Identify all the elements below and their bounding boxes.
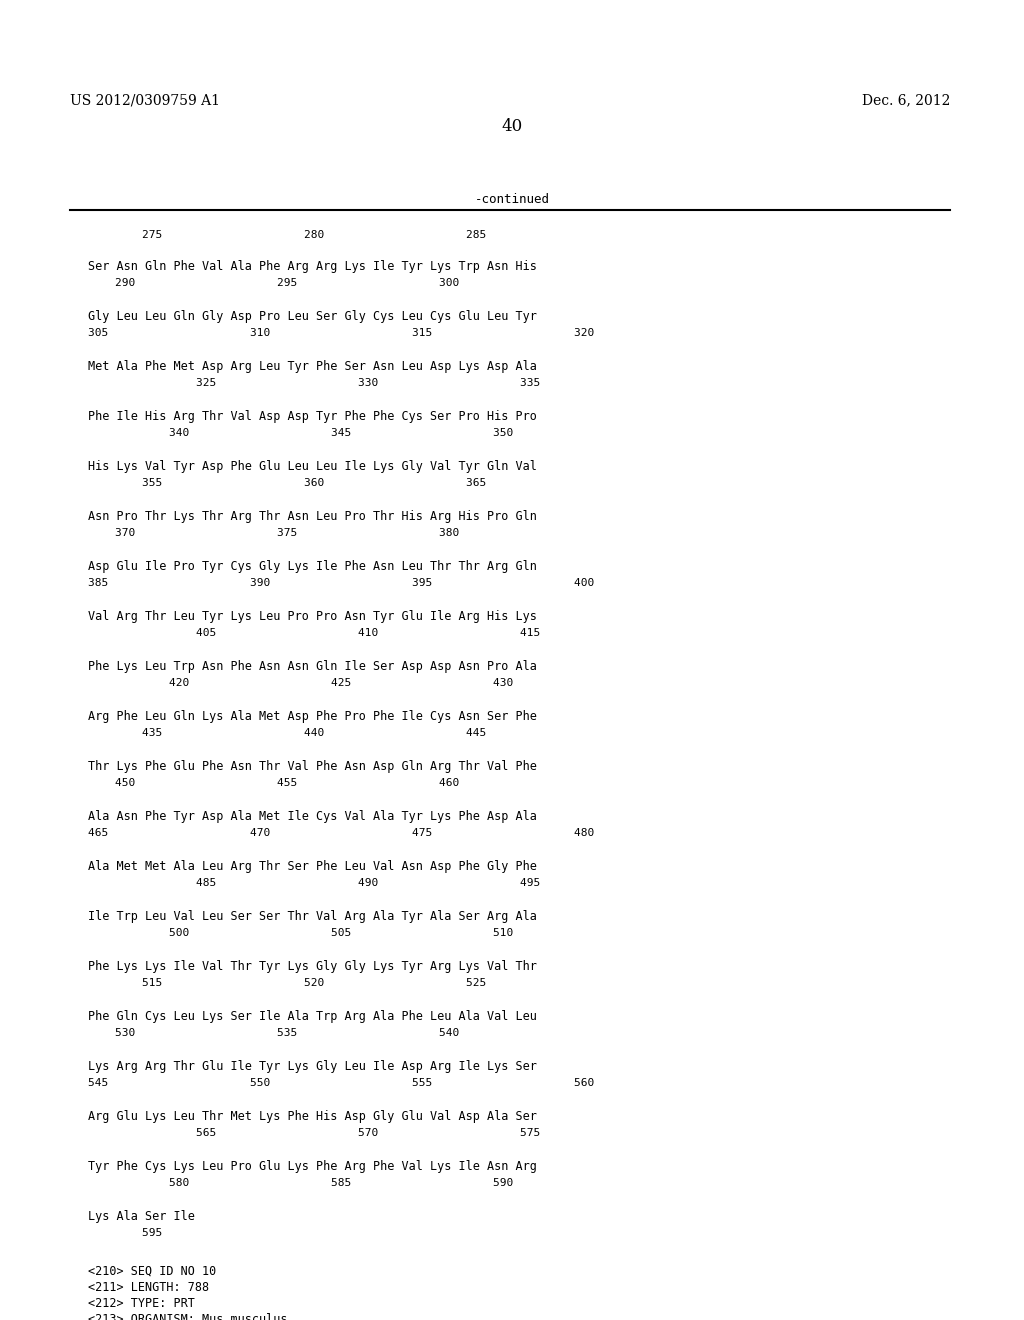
Text: Ile Trp Leu Val Leu Ser Ser Thr Val Arg Ala Tyr Ala Ser Arg Ala: Ile Trp Leu Val Leu Ser Ser Thr Val Arg … — [88, 909, 537, 923]
Text: Phe Gln Cys Leu Lys Ser Ile Ala Trp Arg Ala Phe Leu Ala Val Leu: Phe Gln Cys Leu Lys Ser Ile Ala Trp Arg … — [88, 1010, 537, 1023]
Text: 325                     330                     335: 325 330 335 — [88, 378, 541, 388]
Text: 355                     360                     365: 355 360 365 — [88, 478, 486, 488]
Text: 595: 595 — [88, 1228, 162, 1238]
Text: <213> ORGANISM: Mus musculus: <213> ORGANISM: Mus musculus — [88, 1313, 288, 1320]
Text: Phe Ile His Arg Thr Val Asp Asp Tyr Phe Phe Cys Ser Pro His Pro: Phe Ile His Arg Thr Val Asp Asp Tyr Phe … — [88, 411, 537, 422]
Text: Arg Phe Leu Gln Lys Ala Met Asp Phe Pro Phe Ile Cys Asn Ser Phe: Arg Phe Leu Gln Lys Ala Met Asp Phe Pro … — [88, 710, 537, 723]
Text: 530                     535                     540: 530 535 540 — [88, 1028, 459, 1038]
Text: 275                     280                     285: 275 280 285 — [88, 230, 486, 240]
Text: 420                     425                     430: 420 425 430 — [88, 678, 513, 688]
Text: Tyr Phe Cys Lys Leu Pro Glu Lys Phe Arg Phe Val Lys Ile Asn Arg: Tyr Phe Cys Lys Leu Pro Glu Lys Phe Arg … — [88, 1160, 537, 1173]
Text: 305                     310                     315                     320: 305 310 315 320 — [88, 327, 594, 338]
Text: Lys Ala Ser Ile: Lys Ala Ser Ile — [88, 1210, 195, 1224]
Text: 485                     490                     495: 485 490 495 — [88, 878, 541, 888]
Text: 385                     390                     395                     400: 385 390 395 400 — [88, 578, 594, 587]
Text: 545                     550                     555                     560: 545 550 555 560 — [88, 1078, 594, 1088]
Text: His Lys Val Tyr Asp Phe Glu Leu Leu Ile Lys Gly Val Tyr Gln Val: His Lys Val Tyr Asp Phe Glu Leu Leu Ile … — [88, 459, 537, 473]
Text: 435                     440                     445: 435 440 445 — [88, 729, 486, 738]
Text: 450                     455                     460: 450 455 460 — [88, 777, 459, 788]
Text: Met Ala Phe Met Asp Arg Leu Tyr Phe Ser Asn Leu Asp Lys Asp Ala: Met Ala Phe Met Asp Arg Leu Tyr Phe Ser … — [88, 360, 537, 374]
Text: 565                     570                     575: 565 570 575 — [88, 1129, 541, 1138]
Text: Thr Lys Phe Glu Phe Asn Thr Val Phe Asn Asp Gln Arg Thr Val Phe: Thr Lys Phe Glu Phe Asn Thr Val Phe Asn … — [88, 760, 537, 774]
Text: Lys Arg Arg Thr Glu Ile Tyr Lys Gly Leu Ile Asp Arg Ile Lys Ser: Lys Arg Arg Thr Glu Ile Tyr Lys Gly Leu … — [88, 1060, 537, 1073]
Text: Ala Asn Phe Tyr Asp Ala Met Ile Cys Val Ala Tyr Lys Phe Asp Ala: Ala Asn Phe Tyr Asp Ala Met Ile Cys Val … — [88, 810, 537, 822]
Text: Ala Met Met Ala Leu Arg Thr Ser Phe Leu Val Asn Asp Phe Gly Phe: Ala Met Met Ala Leu Arg Thr Ser Phe Leu … — [88, 861, 537, 873]
Text: 465                     470                     475                     480: 465 470 475 480 — [88, 828, 594, 838]
Text: 580                     585                     590: 580 585 590 — [88, 1177, 513, 1188]
Text: <210> SEQ ID NO 10: <210> SEQ ID NO 10 — [88, 1265, 216, 1278]
Text: 405                     410                     415: 405 410 415 — [88, 628, 541, 638]
Text: Arg Glu Lys Leu Thr Met Lys Phe His Asp Gly Glu Val Asp Ala Ser: Arg Glu Lys Leu Thr Met Lys Phe His Asp … — [88, 1110, 537, 1123]
Text: 290                     295                     300: 290 295 300 — [88, 279, 459, 288]
Text: <212> TYPE: PRT: <212> TYPE: PRT — [88, 1298, 195, 1309]
Text: 40: 40 — [502, 117, 522, 135]
Text: -continued: -continued — [474, 193, 550, 206]
Text: 500                     505                     510: 500 505 510 — [88, 928, 513, 939]
Text: 370                     375                     380: 370 375 380 — [88, 528, 459, 539]
Text: Val Arg Thr Leu Tyr Lys Leu Pro Pro Asn Tyr Glu Ile Arg His Lys: Val Arg Thr Leu Tyr Lys Leu Pro Pro Asn … — [88, 610, 537, 623]
Text: 515                     520                     525: 515 520 525 — [88, 978, 486, 987]
Text: <211> LENGTH: 788: <211> LENGTH: 788 — [88, 1280, 209, 1294]
Text: Phe Lys Leu Trp Asn Phe Asn Asn Gln Ile Ser Asp Asp Asn Pro Ala: Phe Lys Leu Trp Asn Phe Asn Asn Gln Ile … — [88, 660, 537, 673]
Text: Gly Leu Leu Gln Gly Asp Pro Leu Ser Gly Cys Leu Cys Glu Leu Tyr: Gly Leu Leu Gln Gly Asp Pro Leu Ser Gly … — [88, 310, 537, 323]
Text: Ser Asn Gln Phe Val Ala Phe Arg Arg Lys Ile Tyr Lys Trp Asn His: Ser Asn Gln Phe Val Ala Phe Arg Arg Lys … — [88, 260, 537, 273]
Text: Dec. 6, 2012: Dec. 6, 2012 — [861, 92, 950, 107]
Text: Asp Glu Ile Pro Tyr Cys Gly Lys Ile Phe Asn Leu Thr Thr Arg Gln: Asp Glu Ile Pro Tyr Cys Gly Lys Ile Phe … — [88, 560, 537, 573]
Text: 340                     345                     350: 340 345 350 — [88, 428, 513, 438]
Text: US 2012/0309759 A1: US 2012/0309759 A1 — [70, 92, 220, 107]
Text: Asn Pro Thr Lys Thr Arg Thr Asn Leu Pro Thr His Arg His Pro Gln: Asn Pro Thr Lys Thr Arg Thr Asn Leu Pro … — [88, 510, 537, 523]
Text: Phe Lys Lys Ile Val Thr Tyr Lys Gly Gly Lys Tyr Arg Lys Val Thr: Phe Lys Lys Ile Val Thr Tyr Lys Gly Gly … — [88, 960, 537, 973]
